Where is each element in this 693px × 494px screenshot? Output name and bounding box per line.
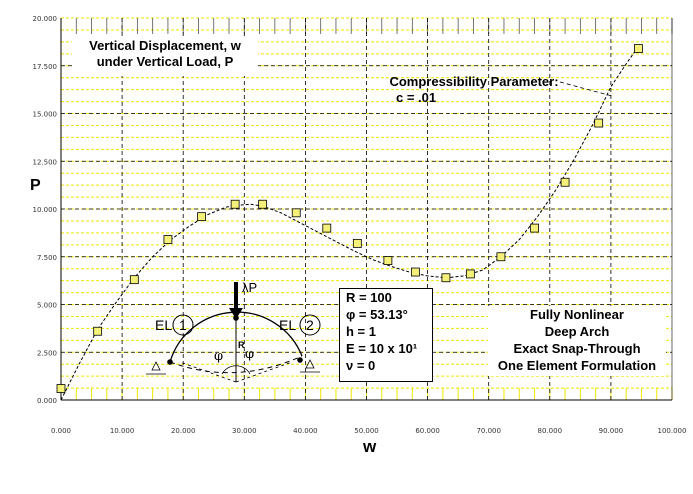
desc-line-2: Deep Arch — [544, 324, 610, 339]
desc-line-3: Exact Snap-Through — [513, 341, 641, 356]
data-point — [129, 275, 139, 285]
data-point — [93, 326, 103, 336]
desc-line-4: One Element Formulation — [497, 358, 657, 373]
support-left — [151, 361, 161, 371]
title-box: Vertical Displacement, w under Vertical … — [72, 38, 258, 76]
x-tick-label: 0.000 — [51, 427, 71, 435]
x-tick-label: 10.000 — [110, 427, 135, 435]
data-point — [560, 177, 570, 187]
data-point — [322, 223, 332, 233]
x-tick-label: 70.000 — [476, 427, 501, 435]
data-point — [594, 118, 604, 128]
y-tick-label: 5.000 — [37, 302, 57, 310]
param-e: E = 10 x 10¹ — [346, 341, 418, 356]
arch-diagram: λP R φ φ EL 1 EL 2 — [146, 280, 321, 383]
load-label: λP — [242, 280, 257, 295]
data-point — [441, 273, 451, 283]
y-tick-label: 2.500 — [37, 349, 57, 357]
data-point — [352, 238, 362, 248]
y-tick-label: 10.000 — [33, 206, 58, 214]
response-curve — [60, 46, 639, 401]
data-point — [291, 208, 301, 218]
x-tick-label: 30.000 — [232, 427, 257, 435]
data-point — [258, 199, 268, 209]
param-r: R = 100 — [346, 290, 392, 305]
node-right — [297, 357, 303, 363]
y-axis-label: P — [30, 177, 41, 194]
desc-line-1: Fully Nonlinear — [530, 307, 624, 322]
axes — [60, 18, 673, 401]
x-tick-label: 80.000 — [538, 427, 563, 435]
param-nu: ν = 0 — [346, 358, 376, 373]
data-point — [410, 267, 420, 277]
y-tick-label: 20.000 — [33, 15, 58, 23]
data-point — [465, 269, 475, 279]
x-tick-label: 60.000 — [415, 427, 440, 435]
phi-label-left: φ — [214, 349, 223, 364]
x-tick-label: 20.000 — [171, 427, 196, 435]
radius-label: R — [238, 340, 245, 350]
markers — [56, 44, 643, 393]
el2-number: 2 — [306, 317, 314, 333]
param-h: h = 1 — [346, 324, 376, 339]
phi-label-right: φ — [245, 347, 254, 362]
compress-line-1: Compressibility Parameter: — [389, 74, 559, 89]
parameter-box: R = 100 φ = 53.13° h = 1 E = 10 x 10¹ ν … — [339, 288, 433, 382]
compress-line-2: c = .01 — [396, 90, 437, 105]
x-tick-label: 50.000 — [354, 427, 379, 435]
compress-leader — [559, 81, 613, 97]
param-phi: φ = 53.13° — [346, 307, 408, 322]
data-point — [530, 223, 539, 233]
data-point — [633, 44, 643, 53]
compressibility-note: Compressibility Parameter: c = .01 — [386, 74, 562, 108]
x-tick-label: 100.000 — [658, 427, 687, 435]
el2-label: EL — [279, 317, 296, 333]
title-line-1: Vertical Displacement, w — [89, 38, 241, 53]
description-box: Fully Nonlinear Deep Arch Exact Snap-Thr… — [488, 306, 666, 376]
curve — [60, 46, 639, 401]
x-tick-label: 40.000 — [293, 427, 318, 435]
data-point — [56, 384, 66, 393]
y-tick-label: 12.500 — [33, 158, 58, 166]
y-tick-label: 15.000 — [33, 111, 58, 119]
data-point — [496, 252, 506, 262]
el1-label: EL — [155, 317, 172, 333]
el1-number: 1 — [179, 317, 187, 333]
title-line-2: under Vertical Load, P — [96, 54, 234, 69]
tick-labels: 0.0002.5005.0007.50010.00012.50015.00017… — [33, 15, 687, 435]
support-right — [305, 359, 315, 369]
y-tick-label: 7.500 — [37, 254, 57, 262]
x-axis-label: w — [362, 437, 377, 456]
x-tick-label: 90.000 — [599, 427, 624, 435]
data-point — [383, 256, 393, 265]
data-point — [230, 199, 240, 209]
data-point — [197, 212, 206, 222]
data-point — [163, 235, 173, 244]
y-tick-label: 0.000 — [37, 397, 57, 405]
node-left — [167, 359, 173, 365]
y-tick-label: 17.500 — [33, 63, 58, 71]
